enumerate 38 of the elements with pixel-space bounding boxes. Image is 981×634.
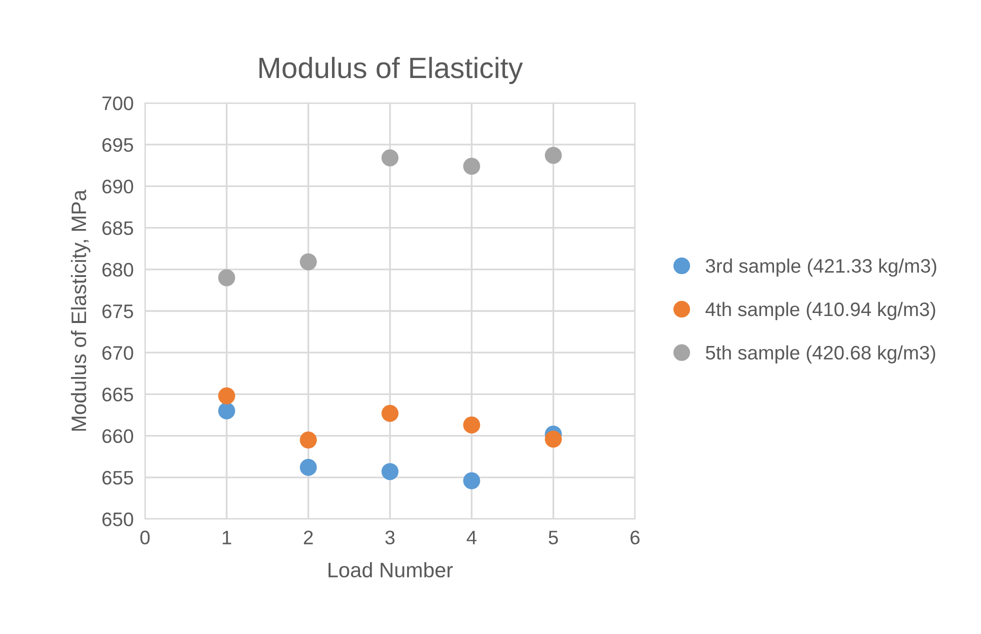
y-tick-label: 680 — [102, 262, 134, 277]
point — [218, 387, 236, 404]
y-tick-label: 670 — [102, 346, 134, 360]
x-tick-label: 2 — [304, 530, 313, 544]
y-tick-label: 690 — [102, 180, 134, 194]
y-tick-label: 660 — [102, 429, 134, 444]
x-tick-label: 5 — [548, 530, 558, 544]
point — [463, 416, 480, 434]
point — [218, 402, 236, 420]
x-tick-label: 6 — [630, 530, 640, 544]
x-tick-label: 0 — [140, 530, 150, 544]
point — [300, 253, 317, 270]
legend-label: 4th sample (410.94 kg/m3) — [706, 302, 936, 320]
point — [544, 146, 562, 164]
y-tick-label: 665 — [102, 388, 134, 402]
y-tick-label: 685 — [102, 221, 134, 236]
point — [300, 458, 317, 476]
point — [463, 472, 480, 490]
point — [544, 430, 562, 448]
point — [463, 158, 480, 175]
y-tick-label: 675 — [102, 304, 134, 318]
legend-label: 3rd sample (421.33 kg/m3) — [706, 258, 936, 277]
point — [381, 404, 399, 422]
x-tick-label: 1 — [222, 530, 232, 544]
y-tick-label: 695 — [102, 138, 134, 152]
chart-title: Modulus of Elasticity — [259, 56, 523, 84]
x-tick-label: 3 — [385, 530, 395, 544]
y-tick-label: 655 — [102, 470, 134, 485]
legend-label: 5th sample (420.68 kg/m3) — [706, 345, 936, 364]
y-tick-label: 700 — [102, 96, 134, 110]
point — [218, 269, 236, 286]
x-tick-label: 4 — [466, 530, 477, 544]
point — [381, 463, 399, 480]
y-tick-label: 650 — [102, 512, 134, 526]
point — [300, 431, 317, 448]
x-axis-title: Load Number — [328, 562, 453, 578]
point — [381, 149, 399, 166]
y-axis-title: Modulus of Elasticity, MPa — [70, 190, 90, 431]
